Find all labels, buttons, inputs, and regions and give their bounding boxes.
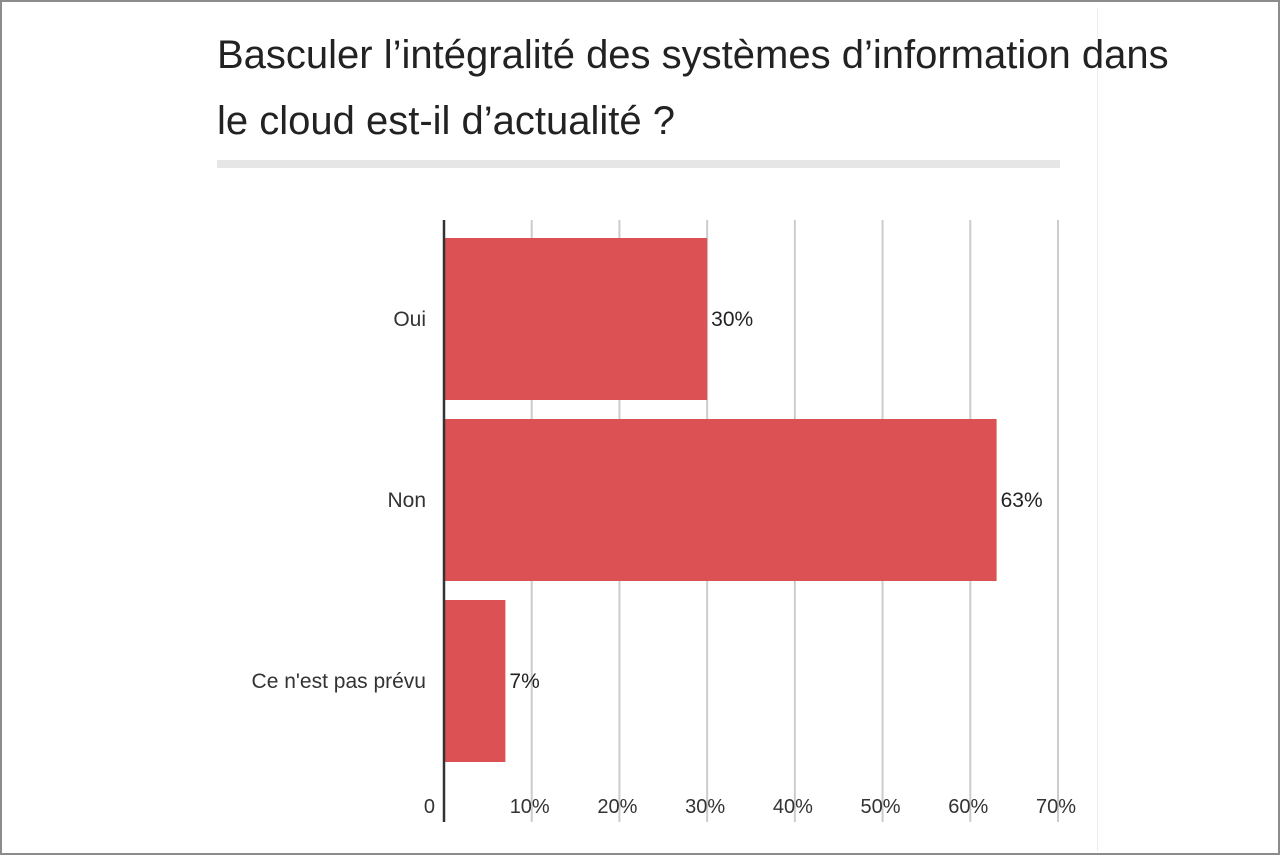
chart-title: Basculer l’intégralité des systèmes d’in…: [217, 33, 1169, 143]
x-tick-label: 60%: [948, 796, 988, 818]
x-tick-label: 20%: [597, 796, 637, 818]
category-label: Ce n'est pas prévu: [252, 670, 426, 693]
data-label: 63%: [1001, 489, 1043, 512]
labels: 0 10% 20% 30% 40% 50% 60% 70% Oui 30% Non 63% Ce n'e…: [252, 308, 1077, 818]
data-label: 7%: [509, 670, 539, 693]
x-tick-label: 40%: [773, 796, 813, 818]
bars: [444, 238, 997, 762]
page-divider: [1097, 8, 1098, 851]
bar: [444, 600, 506, 762]
category-label: Oui: [393, 308, 426, 331]
category-label: Non: [387, 489, 426, 512]
x-tick-label: 10%: [510, 796, 550, 818]
title-underline: [217, 160, 1060, 168]
x-tick-label: 0: [424, 796, 435, 818]
bar: [444, 419, 997, 581]
x-tick-label: 50%: [861, 796, 901, 818]
data-label: 30%: [711, 308, 753, 331]
x-tick-label: 70%: [1036, 796, 1076, 818]
bar: [444, 238, 708, 400]
x-tick-label: 30%: [685, 796, 725, 818]
